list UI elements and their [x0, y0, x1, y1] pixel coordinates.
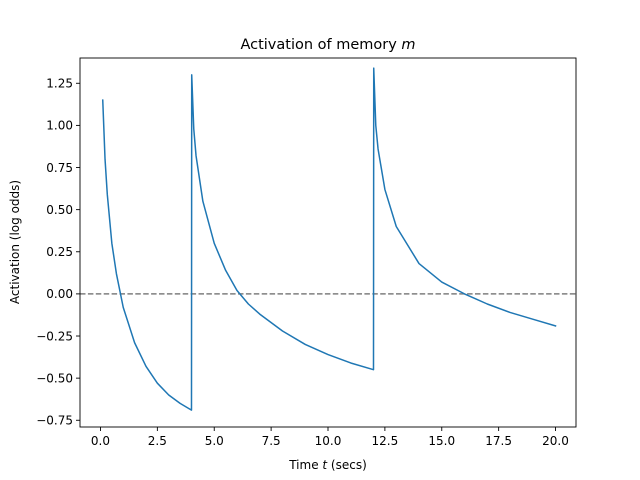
- y-tick-label: 1.25: [46, 77, 73, 91]
- y-axis-label: Activation (log odds): [8, 180, 22, 304]
- y-tick-label: 0.00: [46, 287, 73, 301]
- chart-title: Activation of memory m: [240, 37, 415, 53]
- x-tick-label: 0.0: [91, 434, 110, 448]
- y-tick-label: 1.00: [46, 119, 73, 133]
- y-axis-ticks: −0.75 −0.50 −0.25 0.00 0.25 0.50 0.75 1.00 1.25: [36, 77, 80, 428]
- y-tick-label: 0.25: [46, 245, 73, 259]
- plot-background: [80, 58, 576, 427]
- x-tick-label: 20.0: [542, 434, 569, 448]
- y-tick-label: −0.25: [36, 329, 73, 343]
- x-tick-label: 7.5: [262, 434, 281, 448]
- x-tick-label: 17.5: [485, 434, 512, 448]
- y-tick-label: 0.75: [46, 161, 73, 175]
- x-tick-label: 12.5: [372, 434, 399, 448]
- x-tick-label: 2.5: [148, 434, 167, 448]
- x-tick-label: 5.0: [205, 434, 224, 448]
- activation-series-line: [101, 67, 557, 411]
- y-tick-label: −0.75: [36, 414, 73, 428]
- plot-area: [80, 58, 576, 427]
- x-axis-label: Time t (secs): [288, 458, 367, 472]
- x-tick-label: 10.0: [315, 434, 342, 448]
- x-axis-ticks: 0.0 2.5 5.0 7.5 10.0 12.5 15.0 17.5 20.0: [91, 427, 569, 448]
- y-tick-label: −0.50: [36, 371, 73, 385]
- x-tick-label: 15.0: [428, 434, 455, 448]
- y-tick-label: 0.50: [46, 203, 73, 217]
- series-layer: [101, 67, 557, 411]
